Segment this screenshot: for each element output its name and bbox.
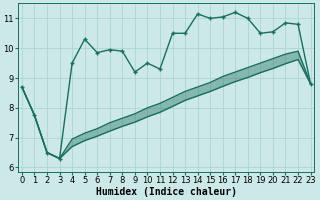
X-axis label: Humidex (Indice chaleur): Humidex (Indice chaleur)	[96, 186, 237, 197]
